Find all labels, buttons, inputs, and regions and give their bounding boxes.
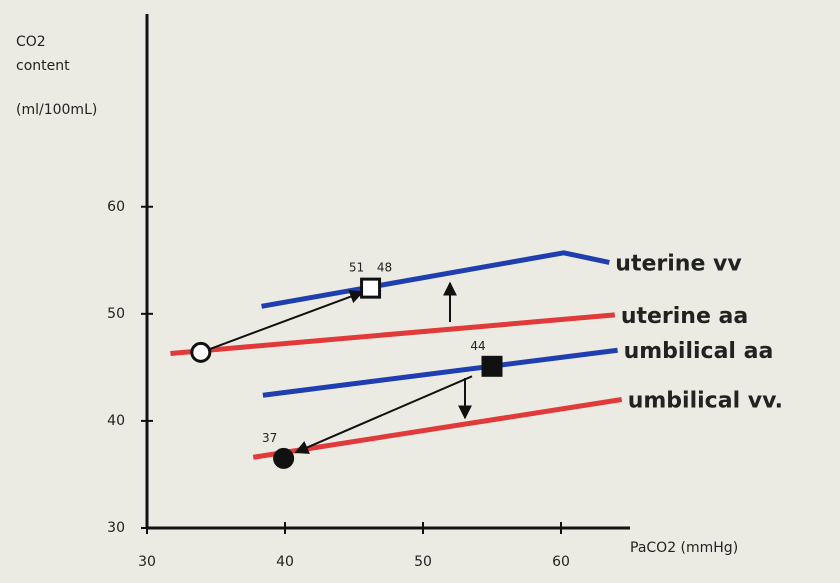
arrow xyxy=(294,375,473,454)
y-label: (ml/100mL) xyxy=(16,102,97,118)
x-tick-label: 40 xyxy=(276,554,294,570)
point-label: 48 xyxy=(377,261,392,275)
y-tick-label: 30 xyxy=(107,520,125,536)
point xyxy=(273,447,295,469)
point-label: 51 xyxy=(349,261,364,275)
x-tick-label: 50 xyxy=(414,554,432,570)
legend-label: umbilical vv. xyxy=(628,389,783,414)
legend-label: uterine aa xyxy=(621,304,748,329)
series-line xyxy=(252,397,623,460)
y-tick-label: 40 xyxy=(107,413,125,429)
point xyxy=(190,341,212,363)
x-label: PaCO2 (mmHg) xyxy=(630,540,738,556)
series-line xyxy=(170,312,616,356)
legend-label: uterine vv xyxy=(615,251,742,276)
point-label: 44 xyxy=(470,339,485,353)
point xyxy=(481,355,503,377)
y-tick-label: 60 xyxy=(107,199,125,215)
x-tick-label: 30 xyxy=(138,554,156,570)
y-tick-label: 50 xyxy=(107,306,125,322)
legend-label: umbilical aa xyxy=(624,339,774,364)
point xyxy=(360,277,382,299)
y-label: CO2 xyxy=(16,34,46,50)
arrow xyxy=(200,289,364,354)
y-label: content xyxy=(16,58,70,74)
point-label: 37 xyxy=(262,431,277,445)
series-line xyxy=(262,347,618,398)
x-tick-label: 60 xyxy=(552,554,570,570)
